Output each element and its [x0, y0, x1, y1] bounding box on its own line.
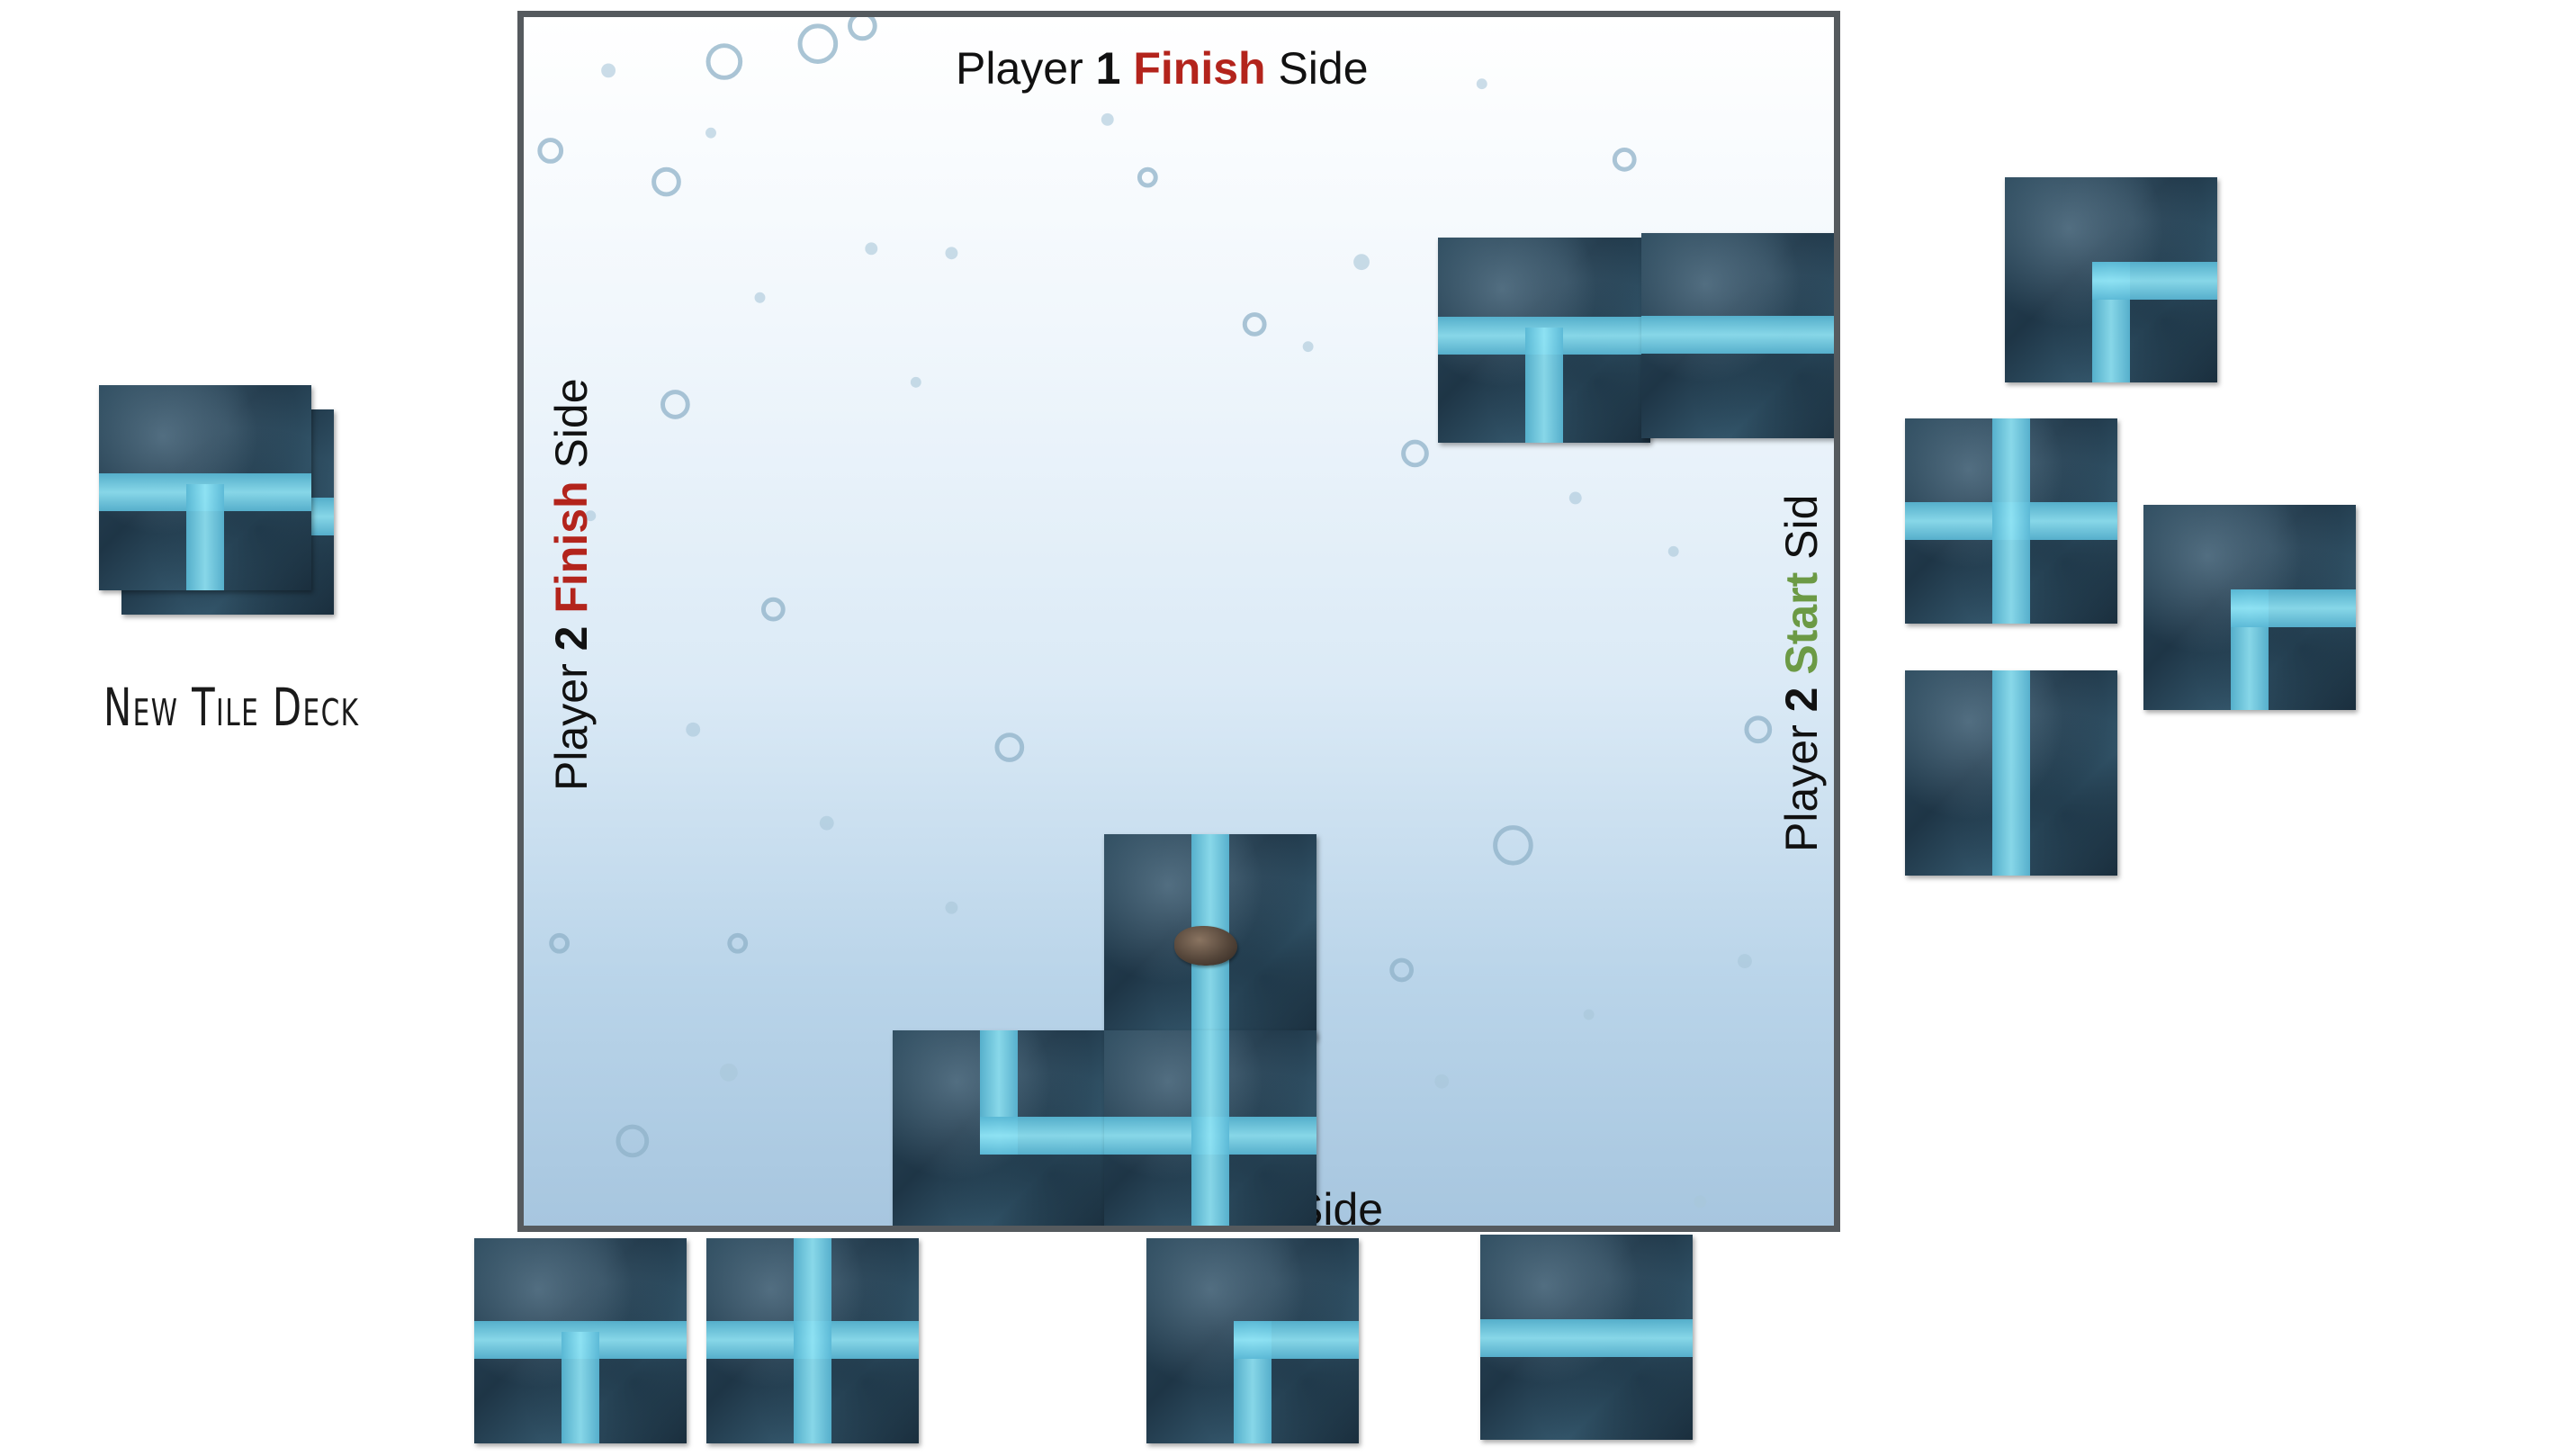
pipe-vertical	[562, 1332, 599, 1443]
pebble-icon[interactable]	[1174, 926, 1237, 966]
label-prefix: Player	[546, 651, 597, 791]
new-tile-deck-label: New Tile Deck	[103, 677, 360, 738]
board-tile-corner[interactable]	[893, 1030, 1105, 1226]
hand-tile-straight-vertical[interactable]	[1905, 670, 2117, 876]
board-tile-straight-horizontal[interactable]	[1641, 233, 1834, 438]
label-prefix: Player	[1776, 712, 1827, 852]
board-tile-t-junction[interactable]	[1438, 238, 1650, 443]
hand-tile-corner[interactable]	[2143, 505, 2356, 710]
pipe-vertical	[1525, 328, 1563, 443]
game-board[interactable]: Player 1 Finish Side Player 2 Finish Sid…	[517, 11, 1840, 1232]
player2-finish-label: Player 2 Finish Side	[546, 378, 597, 791]
pipe-horizontal	[1641, 316, 1834, 354]
player-number: 1	[1095, 43, 1121, 94]
hand-tile-t-junction[interactable]	[474, 1238, 687, 1443]
hand-tile-cross[interactable]	[706, 1238, 919, 1443]
hand-tile-cross[interactable]	[1905, 418, 2117, 624]
hand-tile-corner[interactable]	[2005, 177, 2217, 382]
pipe-vertical	[1191, 1030, 1229, 1226]
label-suffix: Sid	[1776, 494, 1827, 572]
player2-start-label: Player 2 Start Sid	[1776, 494, 1827, 852]
pipe-horizontal	[1234, 1321, 1359, 1359]
pipe-vertical	[794, 1238, 831, 1443]
start-word: Start	[1776, 571, 1827, 675]
player1-finish-label: Player 1 Finish Side	[956, 46, 1369, 91]
pipe-vertical	[1992, 670, 2030, 876]
pipe-vertical	[186, 484, 224, 590]
pipe-horizontal	[1480, 1319, 1693, 1357]
label-prefix: Player	[956, 43, 1096, 94]
board-tile-cross[interactable]	[1104, 1030, 1316, 1226]
hand-tile-straight-horizontal[interactable]	[1480, 1235, 1693, 1440]
bubbles-background	[537, 17, 1773, 1209]
pipe-horizontal	[980, 1117, 1105, 1155]
hand-tile-corner[interactable]	[1146, 1238, 1359, 1443]
pipe-horizontal	[2092, 262, 2217, 300]
player-number: 2	[1776, 687, 1827, 713]
label-suffix: Side	[1265, 43, 1369, 94]
deck-top-tile[interactable]	[99, 385, 311, 590]
pipe-horizontal	[2231, 589, 2356, 627]
finish-word: Finish	[1133, 43, 1266, 94]
player-number: 2	[546, 625, 597, 652]
pipe-vertical	[1992, 418, 2030, 624]
label-suffix: Side	[546, 378, 597, 481]
finish-word: Finish	[546, 481, 597, 614]
